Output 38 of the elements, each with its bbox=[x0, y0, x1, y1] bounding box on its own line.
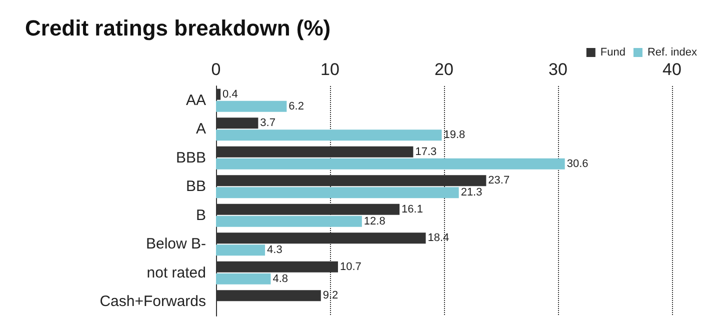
data-label: 10.7 bbox=[340, 260, 362, 273]
data-label: 6.2 bbox=[288, 100, 304, 112]
y-tick-label: B bbox=[196, 206, 206, 224]
data-label: 21.3 bbox=[460, 186, 482, 199]
bar bbox=[216, 273, 271, 284]
chart-title: Credit ratings breakdown (%) bbox=[25, 16, 331, 40]
x-tick-label: 40 bbox=[662, 60, 682, 79]
y-tick-label: BBB bbox=[176, 149, 206, 166]
data-label: 9.2 bbox=[322, 290, 338, 302]
x-tick-label: 0 bbox=[211, 60, 221, 79]
x-tick-label: 30 bbox=[548, 60, 568, 79]
bar bbox=[216, 158, 565, 170]
x-tick-label: 20 bbox=[434, 60, 454, 79]
data-label: 23.7 bbox=[488, 174, 510, 187]
bar bbox=[216, 100, 287, 112]
y-tick-label: AA bbox=[186, 92, 206, 109]
bar bbox=[216, 187, 459, 198]
data-label: 3.7 bbox=[260, 117, 276, 130]
legend-label: Fund bbox=[600, 46, 626, 58]
y-tick-label: Below B- bbox=[146, 236, 206, 253]
bar bbox=[216, 244, 266, 256]
data-label: 18.4 bbox=[428, 232, 450, 244]
y-tick-label: BB bbox=[186, 178, 206, 196]
data-label: 19.8 bbox=[444, 129, 466, 142]
y-tick-label: A bbox=[196, 120, 206, 138]
bar bbox=[216, 130, 442, 141]
data-label: 30.6 bbox=[566, 158, 588, 170]
bar bbox=[216, 216, 362, 227]
x-tick-label: 10 bbox=[320, 60, 340, 79]
legend-label: Ref. index bbox=[647, 46, 698, 58]
data-label: 16.1 bbox=[402, 203, 423, 216]
data-label: 17.3 bbox=[415, 146, 437, 158]
y-tick-label: Cash+Forwards bbox=[100, 293, 206, 310]
data-label: 4.8 bbox=[272, 272, 288, 285]
y-tick-label: not rated bbox=[146, 264, 206, 282]
data-label: 0.4 bbox=[222, 88, 238, 100]
data-label: 12.8 bbox=[364, 215, 386, 228]
data-label: 4.3 bbox=[267, 244, 282, 256]
